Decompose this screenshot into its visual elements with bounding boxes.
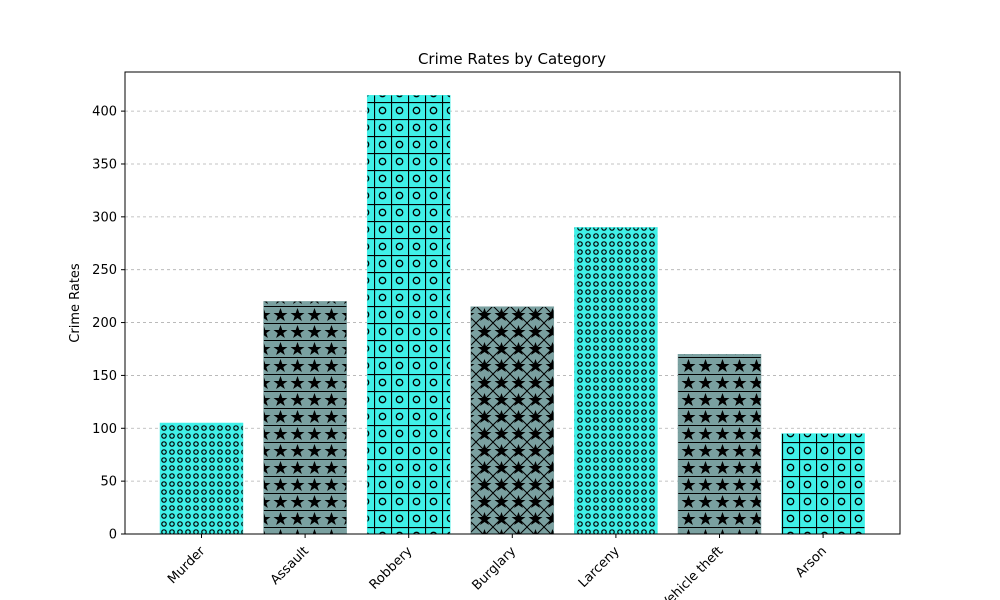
y-tick-label: 250 <box>92 263 117 278</box>
y-axis-label: Crime Rates <box>68 263 83 343</box>
y-tick-label: 50 <box>100 475 117 490</box>
bar-larceny <box>574 227 658 535</box>
x-tick-label: Arson <box>793 544 830 581</box>
y-tick-label: 150 <box>92 369 117 384</box>
bar-burglary <box>470 306 555 535</box>
bars <box>159 95 865 535</box>
y-tick-label: 350 <box>92 157 117 172</box>
chart-title: Crime Rates by Category <box>418 50 606 68</box>
y-tick-label: 300 <box>92 210 117 225</box>
x-tick-label: Burglary <box>470 544 520 594</box>
y-tick-label: 400 <box>92 105 117 120</box>
x-tick-label: Vehicle theft <box>658 544 726 600</box>
x-tick-label: Larceny <box>576 544 623 591</box>
bar-arson <box>781 433 865 535</box>
x-tick-label: Assault <box>268 544 312 588</box>
bar-murder <box>159 422 244 535</box>
y-axis-ticks: 0 50 100 150 200 250 300 350 400 <box>92 105 125 543</box>
bar-vehicle-theft <box>677 354 762 535</box>
y-tick-label: 100 <box>92 422 117 437</box>
x-tick-label: Robbery <box>367 544 416 593</box>
bar-assault <box>263 301 347 535</box>
x-axis-ticks: Murder Assault Robbery Burglary Larceny Vehic… <box>165 534 830 600</box>
y-tick-label: 200 <box>92 316 117 331</box>
x-tick-label: Murder <box>165 543 209 587</box>
bar-robbery <box>366 95 451 535</box>
y-tick-label: 0 <box>109 528 117 543</box>
